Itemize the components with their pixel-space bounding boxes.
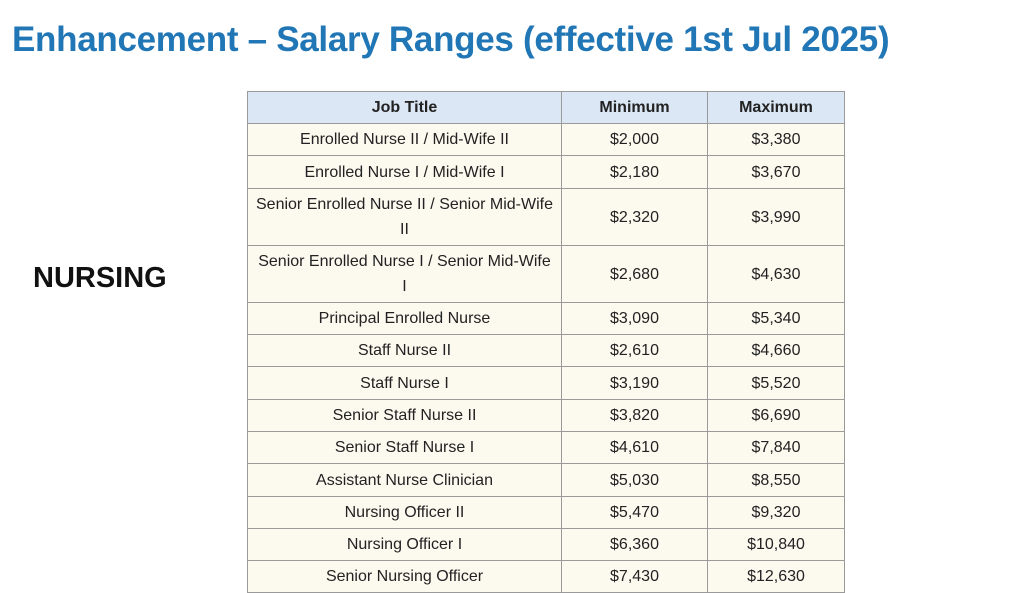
table-row: Staff Nurse II $2,610 $4,660 (247, 334, 845, 367)
table-row: Principal Enrolled Nurse $3,090 $5,340 (247, 302, 845, 335)
maximum-cell: $3,990 (707, 188, 845, 246)
header-row: Job Title Minimum Maximum (247, 91, 845, 124)
job-title-cell: Senior Staff Nurse II (247, 399, 562, 432)
maximum-cell: $3,380 (707, 123, 845, 156)
minimum-cell: $3,090 (561, 302, 708, 335)
minimum-cell: $7,430 (561, 560, 708, 593)
slide-title: Enhancement – Salary Ranges (effective 1… (12, 20, 890, 59)
maximum-cell: $10,840 (707, 528, 845, 561)
table-row: Staff Nurse I $3,190 $5,520 (247, 366, 845, 400)
minimum-cell: $2,610 (561, 334, 708, 367)
table-row: Enrolled Nurse II / Mid-Wife II $2,000 $3,… (247, 123, 845, 156)
minimum-cell: $3,190 (561, 366, 708, 400)
column-header: Job Title (247, 91, 562, 124)
job-title-cell: Enrolled Nurse II / Mid-Wife II (247, 123, 562, 156)
table-row: Senior Staff Nurse II $3,820 $6,690 (247, 399, 845, 432)
maximum-cell: $5,340 (707, 302, 845, 335)
job-title-cell: Enrolled Nurse I / Mid-Wife I (247, 155, 562, 189)
maximum-cell: $7,840 (707, 431, 845, 464)
minimum-cell: $5,470 (561, 496, 708, 529)
minimum-cell: $5,030 (561, 463, 708, 497)
table-body: Enrolled Nurse II / Mid-Wife II $2,000 $3,… (247, 123, 845, 593)
job-title-cell: Nursing Officer II (247, 496, 562, 529)
minimum-cell: $4,610 (561, 431, 708, 464)
minimum-cell: $2,680 (561, 245, 708, 303)
minimum-cell: $2,000 (561, 123, 708, 156)
maximum-cell: $12,630 (707, 560, 845, 593)
column-header: Maximum (707, 91, 845, 124)
maximum-cell: $9,320 (707, 496, 845, 529)
minimum-cell: $2,180 (561, 155, 708, 189)
table-row: Senior Enrolled Nurse I / Senior Mid-Wif… (247, 245, 845, 303)
job-title-cell: Senior Nursing Officer (247, 560, 562, 593)
job-title-cell: Staff Nurse I (247, 366, 562, 400)
minimum-cell: $6,360 (561, 528, 708, 561)
job-title-cell: Staff Nurse II (247, 334, 562, 367)
column-header: Minimum (561, 91, 708, 124)
minimum-cell: $3,820 (561, 399, 708, 432)
minimum-cell: $2,320 (561, 188, 708, 246)
table-row: Nursing Officer II $5,470 $9,320 (247, 496, 845, 529)
job-title-cell: Senior Enrolled Nurse I / Senior Mid-Wif… (247, 245, 562, 303)
job-title-cell: Nursing Officer I (247, 528, 562, 561)
table-row: Senior Nursing Officer $7,430 $12,630 (247, 560, 845, 593)
maximum-cell: $3,670 (707, 155, 845, 189)
table-row: Nursing Officer I $6,360 $10,840 (247, 528, 845, 561)
maximum-cell: $4,630 (707, 245, 845, 303)
section-label: NURSING (33, 262, 167, 294)
table-row: Enrolled Nurse I / Mid-Wife I $2,180 $3,67… (247, 155, 845, 189)
job-title-cell: Assistant Nurse Clinician (247, 463, 562, 497)
table-row: Senior Staff Nurse I $4,610 $7,840 (247, 431, 845, 464)
table-row: Senior Enrolled Nurse II / Senior Mid-Wi… (247, 188, 845, 246)
salary-table: Job Title Minimum Maximum Enrolled Nurse I… (247, 91, 845, 593)
job-title-cell: Senior Staff Nurse I (247, 431, 562, 464)
table-row: Assistant Nurse Clinician $5,030 $8,550 (247, 463, 845, 497)
maximum-cell: $5,520 (707, 366, 845, 400)
job-title-cell: Principal Enrolled Nurse (247, 302, 562, 335)
maximum-cell: $4,660 (707, 334, 845, 367)
maximum-cell: $6,690 (707, 399, 845, 432)
job-title-cell: Senior Enrolled Nurse II / Senior Mid-Wi… (247, 188, 562, 246)
maximum-cell: $8,550 (707, 463, 845, 497)
